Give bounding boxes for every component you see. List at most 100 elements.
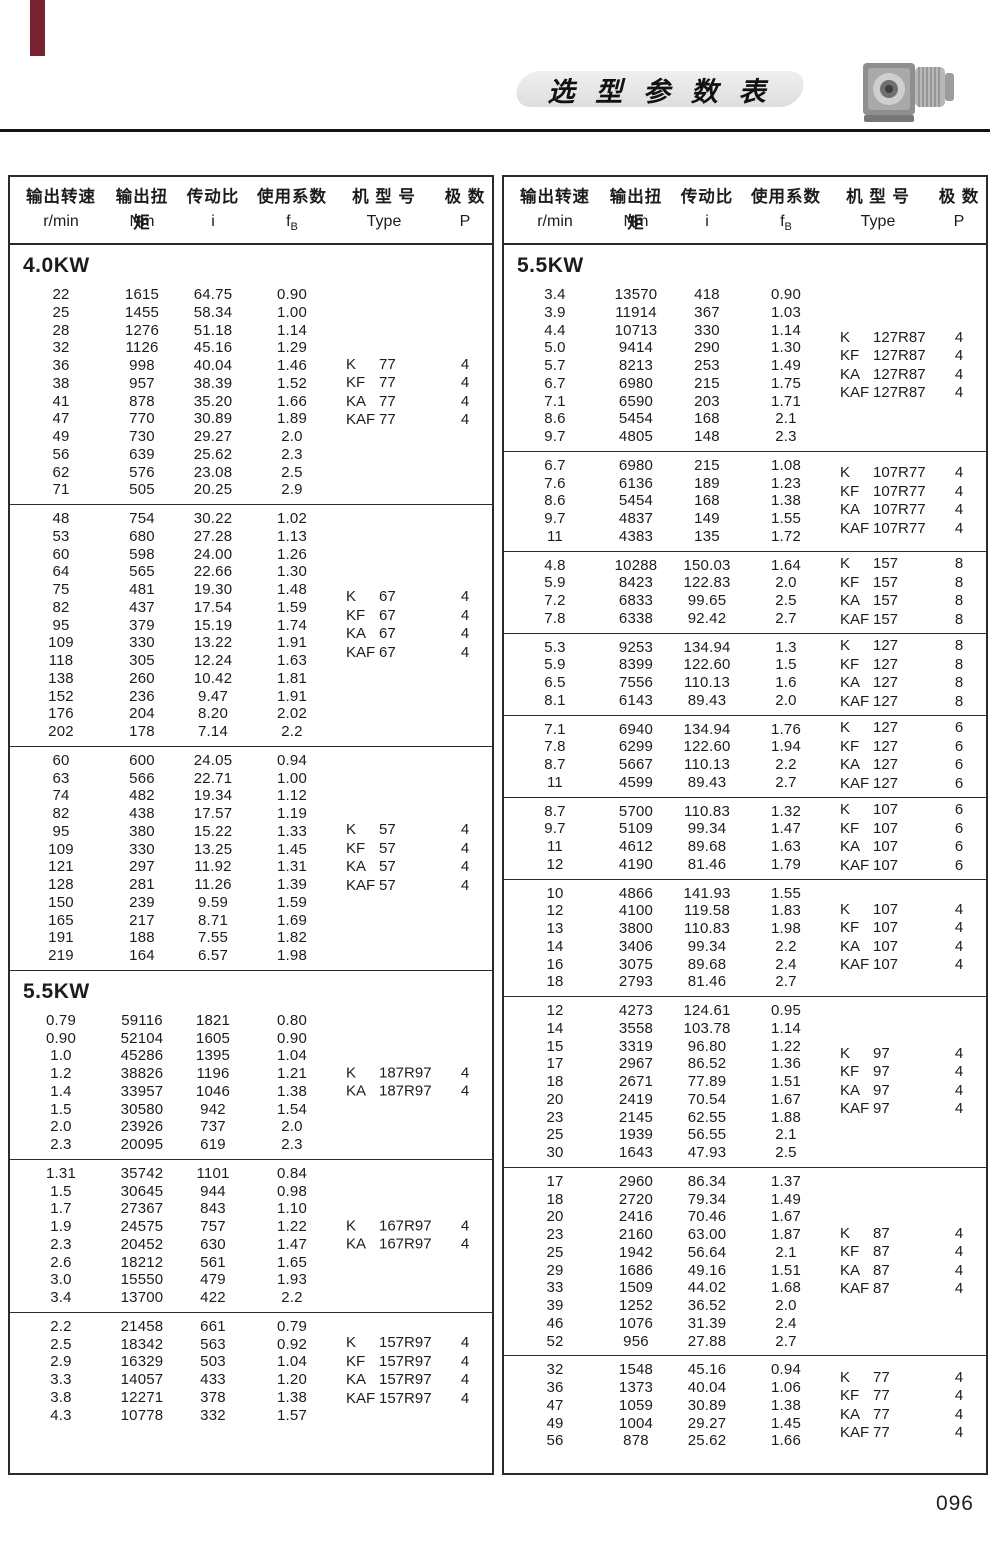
table-row: 52 956 27.88 2.7 xyxy=(504,1333,986,1351)
poles-cell: 4 xyxy=(954,1387,964,1405)
table-row: 95 379 15.19 1.74 xyxy=(10,617,492,635)
speed-cell: 4.3 xyxy=(50,1406,72,1424)
type-label: KAF 157 xyxy=(840,611,932,630)
type-size: 127 xyxy=(873,774,899,792)
ratio-cell: 203 xyxy=(694,392,720,410)
fb-cell: 1.14 xyxy=(277,321,307,339)
torque-cell: 1939 xyxy=(618,1126,654,1144)
table-row: 176 204 8.20 2.02 xyxy=(10,705,492,723)
fb-cell: 1.45 xyxy=(277,840,307,858)
poles-cell: 4 xyxy=(460,411,470,428)
speed-cell: 7.8 xyxy=(544,609,566,627)
fb-cell: 1.20 xyxy=(277,1371,307,1388)
type-size: 107R77 xyxy=(873,501,926,519)
type-label: KAF 77 xyxy=(840,1424,932,1443)
torque-cell: 5700 xyxy=(618,802,654,820)
ratio-cell: 479 xyxy=(200,1271,226,1289)
type-block: K 97 4 KF 97 4 KA 97 4 KAF 97 4 xyxy=(840,1045,986,1119)
ratio-cell: 70.54 xyxy=(687,1090,727,1108)
table-header: 输出转速 输出扭矩 传动比 使用系数 机 型 号 极 数 r/min Nm i fB Type P xyxy=(504,177,986,245)
ratio-cell: 8.71 xyxy=(198,911,228,929)
poles-cell: 4 xyxy=(954,519,964,537)
type-label: KF 127 xyxy=(840,738,932,757)
type-row: KA 187R97 4 xyxy=(346,1083,492,1102)
speed-cell: 95 xyxy=(52,822,70,840)
fb-cell: 1.71 xyxy=(771,392,801,410)
speed-cell: 22 xyxy=(52,286,70,303)
ratio-cell: 253 xyxy=(694,357,720,374)
fb-cell: 2.0 xyxy=(281,428,303,445)
type-prefix: KAF xyxy=(840,1280,870,1297)
poles-cell: 8 xyxy=(954,555,964,572)
table-row: 8.6 5454 168 1.38 xyxy=(504,492,986,510)
data-group: 32 1548 45.16 0.94 36 1373 40.04 1.06 47 1059 30.8… xyxy=(504,1355,986,1455)
type-size: 67 xyxy=(379,643,396,661)
table-row: 5.9 8399 122.60 1.5 xyxy=(504,656,986,674)
ratio-cell: 110.83 xyxy=(684,802,730,820)
speed-cell: 3.4 xyxy=(50,1289,72,1306)
type-size: 127R87 xyxy=(873,384,926,402)
type-prefix: K xyxy=(840,1368,851,1386)
fb-cell: 1.45 xyxy=(771,1414,801,1432)
ratio-cell: 79.34 xyxy=(687,1190,727,1208)
type-prefix: KA xyxy=(840,592,861,609)
torque-cell: 2960 xyxy=(618,1172,654,1190)
torque-cell: 2793 xyxy=(618,973,654,991)
type-label: KF 127 xyxy=(840,656,932,675)
poles-cell: 4 xyxy=(954,956,964,974)
ratio-cell: 418 xyxy=(694,286,720,303)
fb-cell: 2.7 xyxy=(775,1332,797,1350)
table-row: 8.6 5454 168 2.1 xyxy=(504,410,986,428)
torque-cell: 1373 xyxy=(618,1379,654,1396)
ratio-cell: 12.24 xyxy=(193,652,233,669)
type-prefix: KA xyxy=(346,392,367,410)
torque-cell: 24575 xyxy=(120,1218,164,1235)
ratio-cell: 134.94 xyxy=(683,720,731,738)
torque-cell: 5667 xyxy=(618,756,654,773)
type-row: KF 107 4 xyxy=(840,919,986,938)
table-row: 7.6 6136 189 1.23 xyxy=(504,475,986,493)
ratio-cell: 11.26 xyxy=(194,876,232,893)
fb-cell: 2.2 xyxy=(775,756,797,773)
table-row: 41 878 35.20 1.66 xyxy=(10,393,492,411)
fb-cell: 1.55 xyxy=(771,510,801,527)
type-row: KAF 127 6 xyxy=(840,775,986,794)
table-row: 138 260 10.42 1.81 xyxy=(10,670,492,688)
type-row: KA 67 4 xyxy=(346,625,492,644)
fb-cell: 2.5 xyxy=(281,463,303,481)
poles-cell: 4 xyxy=(460,1371,470,1388)
type-row: K 57 4 xyxy=(346,821,492,840)
ratio-cell: 30.22 xyxy=(193,510,233,527)
type-row: KAF 127 8 xyxy=(840,693,986,712)
table-row: 2.2 21458 661 0.79 xyxy=(10,1318,492,1336)
type-size: 57 xyxy=(379,876,396,894)
speed-cell: 2.3 xyxy=(50,1235,72,1253)
speed-cell: 36 xyxy=(546,1379,564,1396)
type-prefix: KA xyxy=(840,674,861,691)
type-size: 127R87 xyxy=(873,347,926,365)
type-label: K 187R97 xyxy=(346,1064,438,1083)
column-header: 机 型 号 xyxy=(846,188,910,206)
torque-cell: 481 xyxy=(129,581,155,598)
poles-cell: 8 xyxy=(954,573,964,591)
fb-cell: 0.92 xyxy=(277,1335,307,1353)
speed-cell: 8.1 xyxy=(544,691,566,709)
torque-cell: 6338 xyxy=(618,609,654,627)
table-row: 118 305 12.24 1.63 xyxy=(10,652,492,670)
table-row: 2.3 20452 630 1.47 xyxy=(10,1236,492,1254)
fb-cell: 1.29 xyxy=(277,339,307,357)
torque-cell: 2720 xyxy=(618,1190,654,1208)
speed-cell: 82 xyxy=(52,805,70,822)
type-block: K 87 4 KF 87 4 KA 87 4 KAF 87 4 xyxy=(840,1225,986,1299)
type-label: KA 77 xyxy=(346,393,438,412)
type-row: KAF 157 8 xyxy=(840,611,986,630)
speed-cell: 29 xyxy=(546,1261,564,1279)
table-row: 2.3 20095 619 2.3 xyxy=(10,1136,492,1154)
speed-cell: 3.9 xyxy=(544,303,566,321)
speed-cell: 8.6 xyxy=(544,410,566,428)
ratio-cell: 40.04 xyxy=(687,1379,727,1396)
ratio-cell: 25.62 xyxy=(687,1432,727,1450)
torque-cell: 1548 xyxy=(618,1361,654,1379)
ratio-cell: 24.05 xyxy=(193,751,233,769)
table-row: 38 957 38.39 1.52 xyxy=(10,375,492,393)
